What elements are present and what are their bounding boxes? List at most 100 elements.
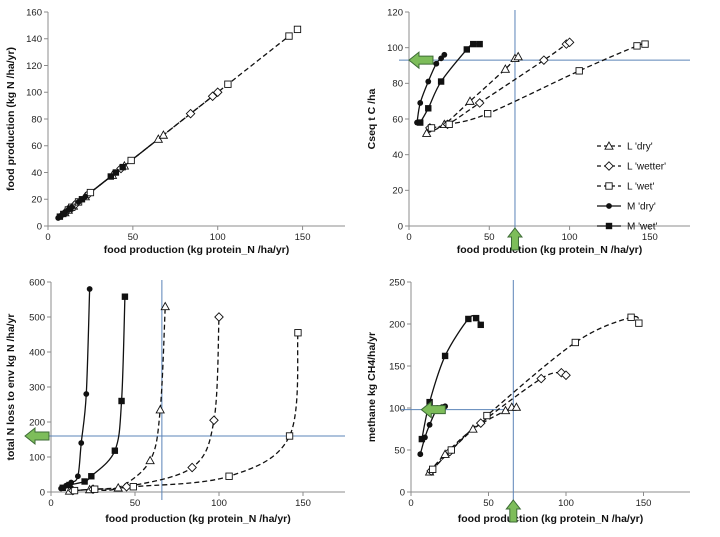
data-point-square-filled <box>107 173 114 180</box>
legend-label: M 'wet' <box>627 222 658 233</box>
data-point-triangle <box>513 51 523 61</box>
y-tick-label: 0 <box>37 221 42 232</box>
x-tick-label: 100 <box>558 498 574 509</box>
data-point-square-filled <box>119 163 126 171</box>
y-tick-label: 100 <box>29 452 45 463</box>
data-point-triangle <box>160 301 171 311</box>
data-point-square-open <box>484 109 492 118</box>
y-tick-label: 250 <box>389 277 405 288</box>
x-tick-label: 100 <box>210 232 226 243</box>
data-point-diamond <box>207 91 218 102</box>
series-line-2 <box>431 42 646 129</box>
data-point-square-open <box>225 472 233 480</box>
data-point-square-filled <box>88 473 95 480</box>
data-point-square-filled <box>118 397 125 405</box>
data-point-square-open <box>127 156 135 165</box>
x-tick-label: 50 <box>130 498 141 509</box>
data-point-square-open <box>224 80 232 88</box>
y-tick-label: 50 <box>394 445 405 456</box>
data-point-square-filled <box>472 314 480 322</box>
data-point-square-filled <box>463 46 471 53</box>
data-point-diamond <box>214 312 224 322</box>
legend-label: L 'wetter' <box>627 162 666 173</box>
data-point-diamond <box>185 108 196 119</box>
data-point-square-filled <box>56 213 64 220</box>
data-point-square-filled <box>476 40 483 48</box>
data-point-square-filled <box>465 315 472 323</box>
y-tick-label: 60 <box>31 141 42 152</box>
data-point-square-filled <box>470 40 477 48</box>
x-tick-label: 50 <box>128 232 139 243</box>
data-point-square-filled <box>112 169 120 176</box>
x-tick-label: 150 <box>636 498 652 509</box>
data-point-square-open <box>641 40 649 48</box>
series-line-3 <box>60 288 91 490</box>
y-tick-label: 40 <box>31 168 42 179</box>
series-line-2 <box>432 315 640 470</box>
y-tick-label: 0 <box>400 487 405 498</box>
data-point-triangle <box>145 455 155 465</box>
data-point-diamond <box>209 415 219 426</box>
data-point-dot <box>78 440 85 446</box>
y-axis-label: methane kg CH4/ha/yr <box>366 332 378 442</box>
y-axis-label: food production (kg N /ha/yr) <box>5 47 17 191</box>
data-point-dot <box>417 100 424 106</box>
y-tick-label: 140 <box>26 34 42 45</box>
data-point-square-filled <box>417 119 424 126</box>
x-tick-label: 0 <box>45 232 50 243</box>
y-tick-label: 300 <box>29 382 45 393</box>
data-point-square-open <box>285 32 293 40</box>
y-tick-label: 0 <box>398 221 403 232</box>
data-point-square-filled <box>426 398 433 406</box>
green-arrow-up-icon <box>505 499 522 523</box>
data-point-square-open <box>294 329 302 337</box>
y-tick-label: 20 <box>392 186 403 197</box>
data-point-diamond <box>474 98 485 108</box>
y-tick-label: 100 <box>389 403 405 414</box>
data-point-diamond <box>187 462 197 473</box>
y-tick-label: 120 <box>26 61 42 72</box>
data-point-square-open <box>86 188 95 197</box>
green-arrow-left-icon <box>420 400 446 419</box>
x-tick-label: 50 <box>484 232 495 243</box>
chart-panel-br: 0 50 100 150 200 250 0 50 100 150 food production … <box>366 277 690 525</box>
data-point-square-open <box>285 432 294 440</box>
legend-marker-diamond <box>604 161 614 171</box>
data-point-square-open <box>91 485 99 493</box>
data-point-square-open <box>293 25 302 34</box>
data-point-triangle <box>155 404 165 414</box>
data-point-square-filled <box>78 196 86 203</box>
data-point-square-filled <box>81 478 88 485</box>
data-point-square-filled <box>111 447 119 454</box>
data-point-square-open <box>635 319 643 327</box>
y-tick-label: 80 <box>392 79 403 90</box>
legend-label: L 'dry' <box>627 142 653 153</box>
series-line-1 <box>429 41 571 129</box>
x-tick-label: 0 <box>48 498 53 509</box>
series-line-1 <box>72 316 220 492</box>
y-axis-label: total N loss to env kg N /ha/yr <box>5 313 17 460</box>
data-point-triangle <box>500 64 511 73</box>
legend-marker-triangle <box>604 141 614 150</box>
x-tick-label: 0 <box>406 232 411 243</box>
data-point-diamond <box>561 370 571 381</box>
data-point-square-open <box>575 67 583 75</box>
y-tick-label: 160 <box>26 7 42 18</box>
data-point-diamond <box>564 37 575 48</box>
y-tick-label: 100 <box>387 43 403 54</box>
data-point-dot <box>433 60 440 67</box>
x-tick-label: 50 <box>483 498 494 509</box>
data-point-triangle <box>421 128 432 137</box>
data-point-square-filled <box>437 78 445 85</box>
data-point-diamond <box>556 367 567 378</box>
data-point-diamond <box>536 373 547 384</box>
data-point-square-open <box>427 124 436 132</box>
data-point-square-filled <box>66 481 73 489</box>
data-point-square-filled <box>66 205 74 212</box>
data-point-square-open <box>633 42 641 50</box>
data-point-square-open <box>447 446 455 454</box>
data-point-square-filled <box>121 293 129 300</box>
legend-label: M 'dry' <box>627 202 656 213</box>
